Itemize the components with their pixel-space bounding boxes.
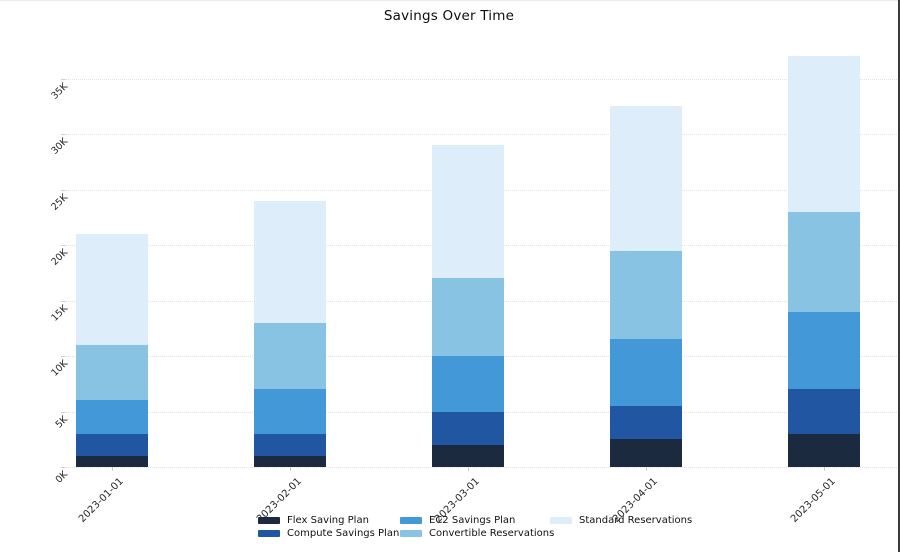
bar-segment[interactable] — [610, 106, 682, 251]
legend-swatch — [400, 517, 422, 524]
legend-swatch — [258, 530, 280, 537]
bar-segment[interactable] — [432, 145, 504, 279]
y-tick-mark — [61, 411, 65, 413]
bar-segment[interactable] — [254, 389, 326, 434]
window-right-edge — [898, 0, 900, 552]
bar-segment[interactable] — [788, 433, 860, 467]
bar-segment[interactable] — [76, 233, 148, 345]
bar-segment[interactable] — [610, 439, 682, 467]
bar-segment[interactable] — [788, 56, 860, 212]
bar-segment[interactable] — [254, 433, 326, 456]
x-tick-mark — [290, 467, 291, 471]
legend-label: Convertible Reservations — [429, 528, 555, 539]
bar-segment[interactable] — [432, 278, 504, 356]
bar-segment[interactable] — [432, 444, 504, 467]
legend-swatch — [400, 530, 422, 537]
y-tick-mark — [61, 134, 65, 135]
y-tick-mark — [61, 78, 65, 80]
bar-segment[interactable] — [254, 322, 326, 390]
gridline — [65, 78, 897, 80]
legend-label: Standard Reservations — [579, 515, 693, 526]
bar-segment[interactable] — [76, 400, 148, 434]
bar-segment[interactable] — [432, 411, 504, 445]
window-top-edge — [0, 0, 900, 1]
legend-item[interactable]: Compute Savings Plan — [258, 527, 399, 540]
y-tick-label: 30K — [49, 136, 70, 157]
bar-segment[interactable] — [610, 405, 682, 440]
y-tick-label: 25K — [49, 191, 70, 213]
legend-column: Flex Saving Plan Compute Savings Plan — [258, 514, 399, 540]
y-tick-label: 5K — [53, 413, 70, 430]
y-tick-mark — [61, 300, 65, 302]
y-tick-mark — [61, 467, 65, 468]
y-tick-label: 10K — [49, 358, 70, 379]
gridline — [65, 467, 897, 468]
bar-segment[interactable] — [432, 356, 504, 412]
bar-segment[interactable] — [254, 200, 326, 323]
legend-item[interactable]: EC2 Savings Plan — [400, 514, 554, 527]
bar-segment[interactable] — [254, 455, 326, 467]
bar-segment[interactable] — [76, 455, 148, 467]
y-tick-mark — [61, 245, 65, 246]
bar-segment[interactable] — [610, 250, 682, 340]
x-tick-mark — [112, 467, 113, 471]
legend-swatch — [550, 517, 572, 524]
legend-label: EC2 Savings Plan — [429, 515, 516, 526]
y-tick-mark — [61, 189, 65, 191]
legend-label: Flex Saving Plan — [287, 515, 369, 526]
legend: Flex Saving Plan Compute Savings Plan EC2 … — [0, 514, 898, 548]
bar-segment[interactable] — [788, 389, 860, 434]
legend-item[interactable]: Convertible Reservations — [400, 527, 554, 540]
bar-segment[interactable] — [788, 211, 860, 312]
bar-segment[interactable] — [610, 339, 682, 406]
bar-segment[interactable] — [76, 344, 148, 401]
y-tick-label: 20K — [49, 247, 70, 268]
y-tick-mark — [61, 356, 65, 357]
x-tick-mark — [646, 467, 647, 471]
legend-swatch — [258, 517, 280, 524]
legend-column: EC2 Savings Plan Convertible Reservations — [400, 514, 554, 540]
y-tick-label: 0K — [53, 469, 70, 486]
legend-item[interactable]: Standard Reservations — [550, 514, 692, 527]
legend-column: Standard Reservations — [550, 514, 692, 527]
x-tick-mark — [468, 467, 469, 471]
legend-label: Compute Savings Plan — [287, 528, 400, 539]
bar-segment[interactable] — [788, 311, 860, 390]
chart-title: Savings Over Time — [383, 8, 515, 24]
bar-segment[interactable] — [76, 433, 148, 456]
y-tick-label: 35K — [49, 80, 70, 102]
gridline — [65, 134, 897, 135]
x-tick-mark — [824, 467, 825, 471]
y-tick-label: 15K — [49, 302, 70, 324]
legend-item[interactable]: Flex Saving Plan — [258, 514, 399, 527]
